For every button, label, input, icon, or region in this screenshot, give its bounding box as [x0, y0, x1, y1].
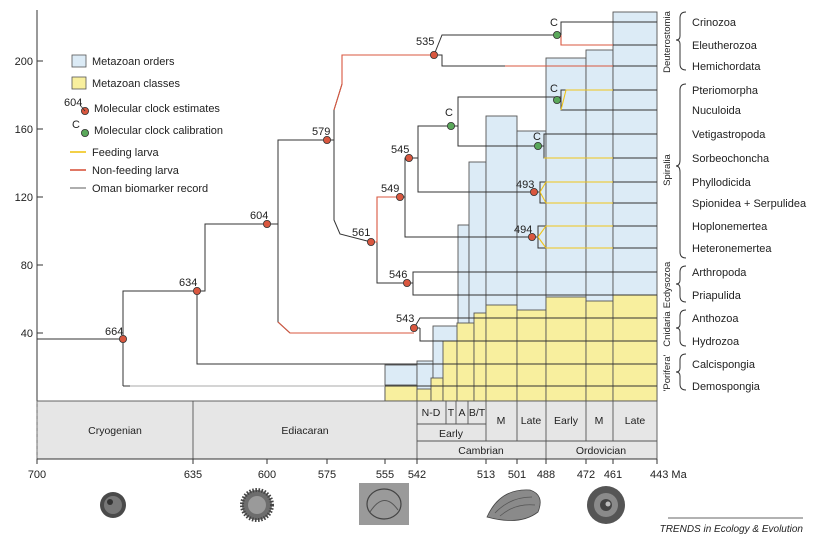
node-label: 549: [381, 183, 399, 195]
x-tick-label: 513: [477, 469, 495, 481]
x-tick-label: 635: [184, 469, 202, 481]
taxon-label: Spionidea + Serpulidea: [692, 198, 807, 210]
feeding-larva-branches: [537, 89, 613, 249]
stage-a: A: [458, 407, 465, 419]
taxon-label: Phyllodicida: [692, 177, 752, 189]
legend-nonfeeding-label: Non-feeding larva: [92, 165, 180, 177]
journal-credit: TRENDS in Ecology & Evolution: [660, 524, 804, 535]
stage-nd: N-D: [422, 407, 441, 419]
legend: Metazoan orders Metazoan classes 604 Mol…: [64, 54, 223, 195]
group-label-cnidaria: Cnidaria: [662, 311, 673, 347]
y-tick-label: 160: [15, 124, 33, 136]
node-label: 579: [312, 126, 330, 138]
period-cambrian: Cambrian: [458, 445, 504, 457]
x-tick-label: 600: [258, 469, 276, 481]
stage-bt: B/T: [469, 407, 486, 419]
fossil-spiny-acritarch-image: [240, 488, 274, 522]
taxon-label: Eleutherozoa: [692, 40, 758, 52]
taxon-label: Vetigastropoda: [692, 129, 766, 141]
epoch-middle-ordovician: M: [595, 415, 604, 427]
y-tick-label: 40: [21, 328, 33, 340]
node-label: 494: [514, 224, 532, 236]
legend-calibration-dot: [81, 128, 90, 137]
fossil-embryo-image: [359, 483, 409, 525]
x-tick-label: 501: [508, 469, 526, 481]
taxon-label: Heteronemertea: [692, 243, 772, 255]
fossil-gastropod-image: [587, 486, 625, 524]
epoch-early-cambrian: Early: [439, 428, 464, 440]
y-tick-label: 120: [15, 192, 33, 204]
x-tick-label: 555: [376, 469, 394, 481]
group-brackets: [675, 11, 687, 391]
taxon-label: Hoplonemertea: [692, 221, 768, 233]
fossil-mollusc-shell-image: [486, 489, 541, 521]
node-label: 535: [416, 36, 434, 48]
legend-feeding-label: Feeding larva: [92, 147, 160, 159]
legend-orders-label: Metazoan orders: [92, 56, 175, 68]
taxon-label: Calcispongia: [692, 359, 756, 371]
fossil-images: [100, 483, 625, 525]
x-tick-label: 488: [537, 469, 555, 481]
period-ordovician: Ordovician: [576, 445, 626, 457]
period-ediacaran: Ediacaran: [281, 425, 328, 437]
legend-oman-label: Oman biomarker record: [92, 183, 208, 195]
period-cryogenian: Cryogenian: [88, 425, 142, 437]
taxon-label: Hemichordata: [692, 61, 761, 73]
node-label: 561: [352, 227, 370, 239]
node-label: 546: [389, 269, 407, 281]
node-label: 634: [179, 277, 197, 289]
node-label: 604: [250, 210, 268, 222]
clock-estimate-nodes: [119, 51, 539, 343]
geologic-time-scale: [36, 400, 658, 460]
y-axis: [36, 10, 43, 401]
group-label-spiralia: Spiralia: [662, 153, 673, 185]
taxon-labels: Crinozoa Eleutherozoa Hemichordata Pteri…: [692, 17, 807, 393]
node-label: C: [550, 17, 558, 29]
taxon-label: Anthozoa: [692, 313, 739, 325]
taxon-label: Priapulida: [692, 290, 742, 302]
legend-calibration-label: Molecular clock calibration: [94, 125, 223, 137]
taxon-label: Crinozoa: [692, 17, 737, 29]
taxon-label: Nuculoida: [692, 105, 742, 117]
x-tick-label: 700: [28, 469, 46, 481]
taxon-label: Demospongia: [692, 381, 761, 393]
x-tick-label: 575: [318, 469, 336, 481]
group-label-deuterostomia: Deuterostomia: [662, 10, 673, 72]
x-tick-label: 443 Ma: [650, 469, 688, 481]
tree-branches: [37, 21, 657, 387]
node-label: C: [550, 83, 558, 95]
x-tick-label: 461: [604, 469, 622, 481]
taxon-label: Arthropoda: [692, 267, 747, 279]
stage-t: T: [448, 407, 455, 419]
group-label-porifera: 'Porifera': [662, 354, 673, 391]
legend-estimate-label: Molecular clock estimates: [94, 103, 220, 115]
taxon-label: Hydrozoa: [692, 336, 740, 348]
calibration-nodes: [446, 30, 562, 150]
y-tick-label: 200: [15, 56, 33, 68]
epoch-middle-cambrian: M: [497, 415, 506, 427]
node-label: 664: [105, 326, 123, 338]
epoch-early-ordovician: Early: [554, 415, 579, 427]
x-tick-label: 542: [408, 469, 426, 481]
x-tick-label: 472: [577, 469, 595, 481]
fossil-acritarch-image: [100, 492, 126, 518]
node-label: 545: [391, 144, 409, 156]
node-label: 543: [396, 313, 414, 325]
node-label: C: [445, 107, 453, 119]
legend-classes-swatch: [71, 76, 87, 90]
x-axis: [36, 458, 658, 464]
y-tick-label: 80: [21, 260, 33, 272]
legend-classes-label: Metazoan classes: [92, 78, 181, 90]
group-label-ecdysozoa: Ecdysozoa: [662, 261, 673, 308]
taxon-label: Pteriomorpha: [692, 85, 759, 97]
taxon-label: Sorbeochoncha: [692, 153, 770, 165]
node-label: C: [533, 131, 541, 143]
node-label: 493: [516, 179, 534, 191]
legend-orders-swatch: [71, 54, 87, 68]
epoch-late-cambrian: Late: [521, 415, 542, 427]
epoch-late-ordovician: Late: [625, 415, 646, 427]
legend-estimate-sample: 604: [64, 97, 82, 109]
legend-calibration-sample: C: [72, 119, 80, 131]
